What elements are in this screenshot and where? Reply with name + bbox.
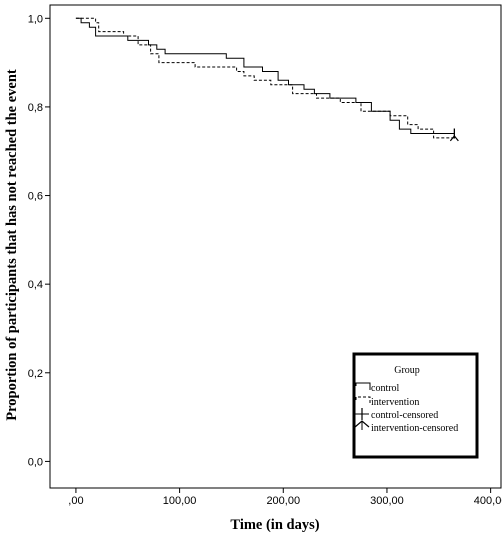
legend-entry-intervention-censored: intervention-censored <box>371 423 458 434</box>
y-tick-label: 0,2 <box>28 368 43 380</box>
legend-intervention-censored-symbol <box>354 420 370 430</box>
legend: Group control intervention control-censo… <box>352 352 479 459</box>
series-layer <box>75 17 459 142</box>
y-tick-label: 0,0 <box>28 456 43 468</box>
legend-control-symbol <box>355 382 371 390</box>
x-tick-label: 100,00 <box>163 495 197 507</box>
legend-title: Group <box>394 365 420 376</box>
legend-box <box>352 352 479 459</box>
censor-mark-intervention <box>449 134 459 142</box>
x-tick-label: 400,00 <box>474 495 502 507</box>
y-tick-label: 0,6 <box>28 191 43 203</box>
legend-entry-control-censored: control-censored <box>371 410 438 421</box>
x-tick-label: 200,00 <box>266 495 300 507</box>
legend-control-censored-symbol <box>355 408 369 420</box>
legend-entry-intervention: intervention <box>371 397 419 408</box>
y-axis-title: Proportion of participants that has not … <box>4 69 20 421</box>
x-tick-label: ,00 <box>68 495 83 507</box>
legend-intervention-symbol <box>355 396 371 404</box>
y-tick-label: 1,0 <box>28 13 43 25</box>
axis-ticks: ,00 100,00 200,00 300,00 400,00 0,0 0,2 0,4 0,6 0… <box>28 13 502 507</box>
legend-entry-control: control <box>371 383 400 394</box>
series-line-intervention <box>75 17 455 139</box>
x-axis-title: Time (in days) <box>230 517 319 533</box>
x-tick-label: 300,00 <box>370 495 404 507</box>
y-tick-label: 0,8 <box>28 102 43 114</box>
y-tick-label: 0,4 <box>28 279 43 291</box>
